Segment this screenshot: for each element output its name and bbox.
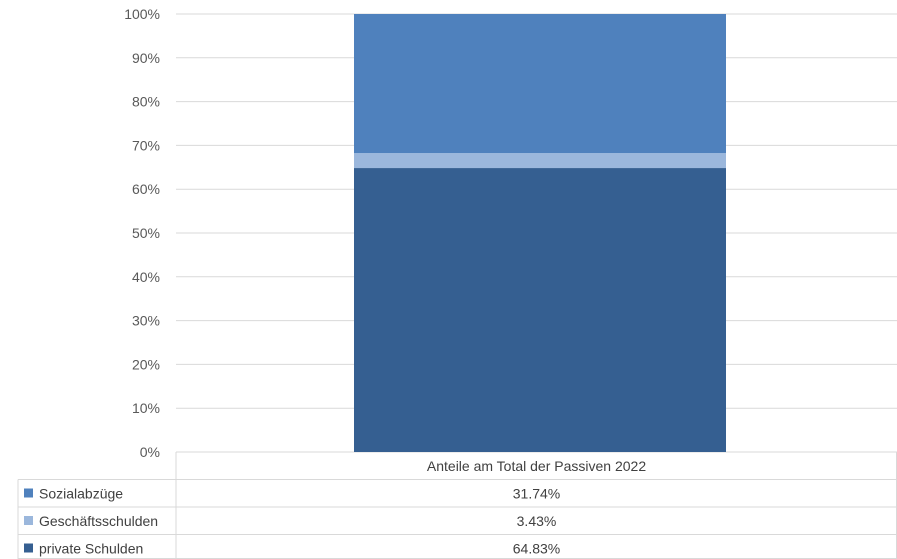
y-tick-label: 0% (140, 444, 160, 460)
data-label: 31.74% (513, 486, 560, 502)
bar-segment-private-schulden (354, 168, 726, 452)
data-label: 64.83% (513, 541, 560, 557)
category-label: Anteile am Total der Passiven 2022 (427, 458, 646, 474)
y-axis-tick-labels: 0% 10% 20% 30% 40% 50% 60% 70% 80% 90% 100% (124, 6, 160, 460)
bar-segment-geschäftsschulden (354, 153, 726, 169)
y-tick-label: 30% (132, 313, 160, 329)
bars (354, 14, 726, 452)
data-label: 3.43% (517, 513, 557, 529)
y-tick-label: 60% (132, 181, 160, 197)
legend-label: Geschäftsschulden (39, 513, 158, 529)
y-tick-label: 100% (124, 6, 160, 22)
y-tick-label: 70% (132, 137, 160, 153)
data-table: Anteile am Total der Passiven 2022 Sozial… (17, 452, 897, 559)
legend-swatch (24, 488, 33, 498)
y-tick-label: 80% (132, 94, 160, 110)
y-tick-label: 40% (132, 269, 160, 285)
legend-swatch (24, 543, 33, 553)
legend-label: private Schulden (39, 541, 143, 557)
y-tick-label: 10% (132, 400, 160, 416)
y-tick-label: 50% (132, 225, 160, 241)
bar-segment-sozialabzüge (354, 14, 726, 154)
y-tick-label: 90% (132, 50, 160, 66)
y-tick-label: 20% (132, 356, 160, 372)
legend-swatch (24, 516, 33, 525)
legend-label: Sozialabzüge (39, 486, 123, 502)
